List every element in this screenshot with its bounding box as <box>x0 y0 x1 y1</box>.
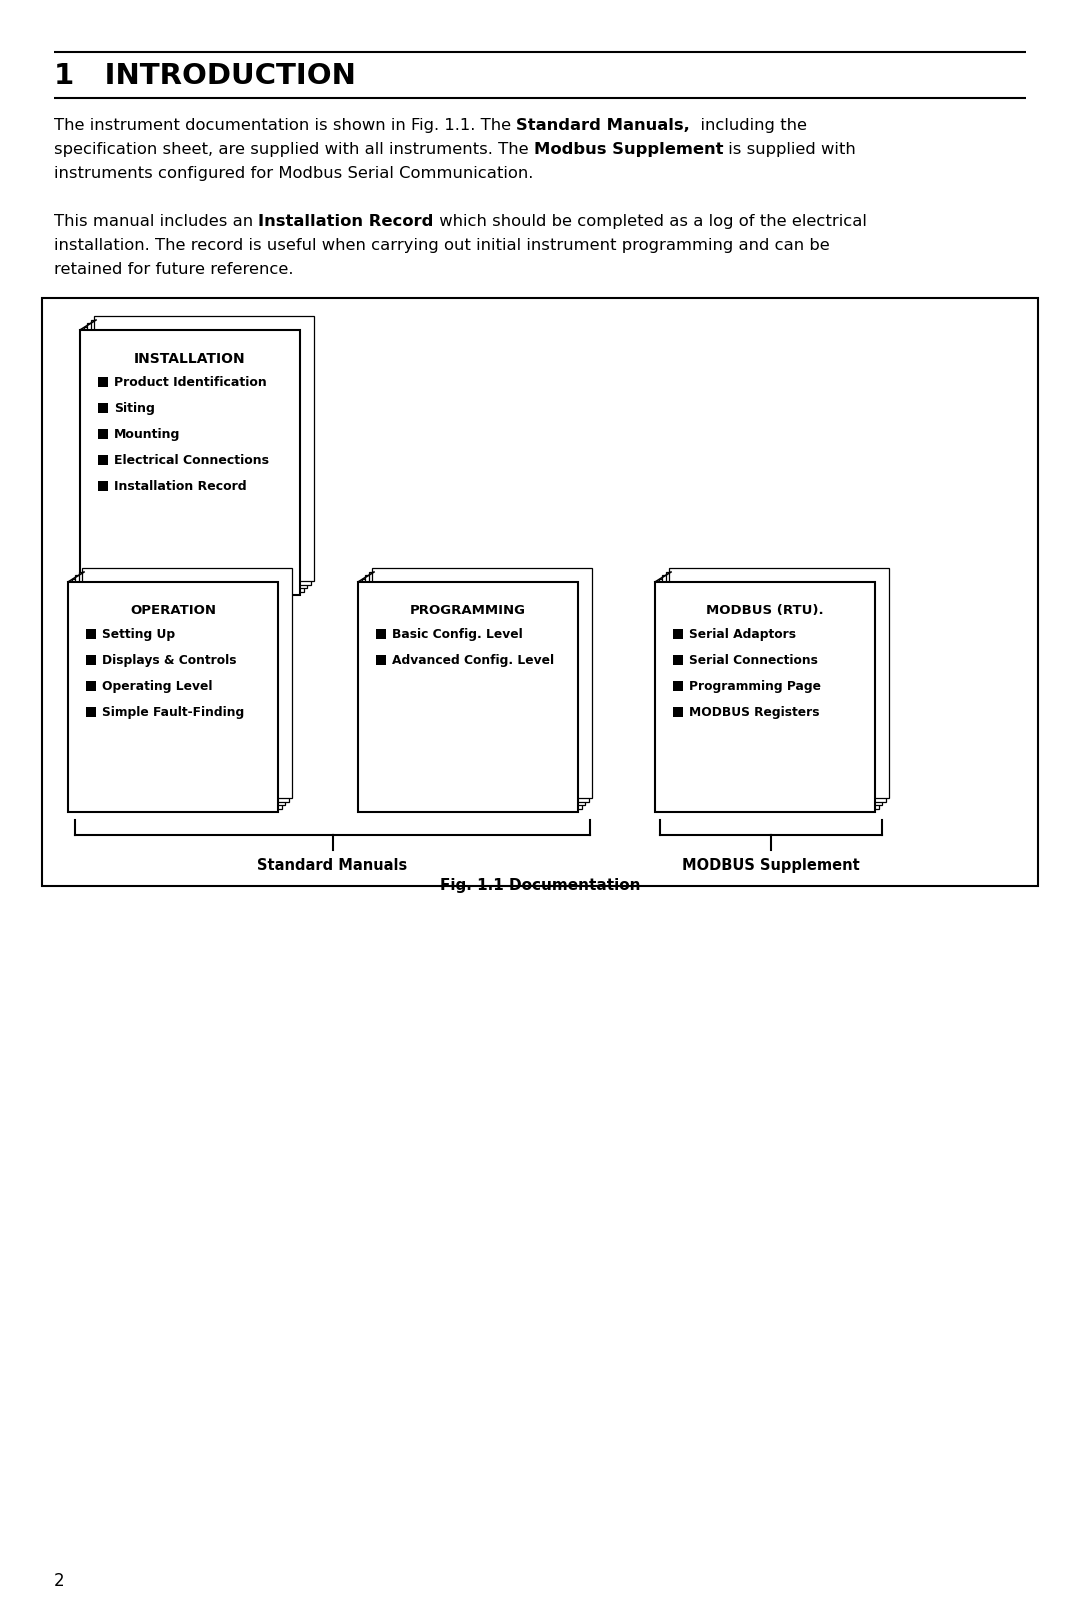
Bar <box>673 707 683 717</box>
Bar <box>82 568 292 798</box>
Text: specification sheet, are supplied with all instruments. The: specification sheet, are supplied with a… <box>54 142 534 157</box>
Text: Mounting: Mounting <box>114 427 180 440</box>
Text: MODBUS (RTU).: MODBUS (RTU). <box>706 604 824 616</box>
Bar <box>673 681 683 691</box>
Bar <box>659 579 878 809</box>
Text: Programming Page: Programming Page <box>689 680 821 693</box>
Text: installation. The record is useful when carrying out initial instrument programm: installation. The record is useful when … <box>54 238 829 252</box>
Bar <box>98 403 108 413</box>
Text: Simple Fault-Finding: Simple Fault-Finding <box>102 705 244 718</box>
Text: Advanced Config. Level: Advanced Config. Level <box>392 654 554 667</box>
Text: Standard Manuals,: Standard Manuals, <box>516 118 690 133</box>
Bar <box>86 629 96 639</box>
Bar <box>368 571 589 801</box>
Text: The instrument documentation is shown in Fig. 1.1. The: The instrument documentation is shown in… <box>54 118 516 133</box>
Text: Standard Manuals: Standard Manuals <box>257 858 407 874</box>
Bar <box>86 655 96 665</box>
Bar <box>365 574 585 806</box>
Bar <box>86 707 96 717</box>
Text: which should be completed as a log of the electrical: which should be completed as a log of th… <box>434 214 866 230</box>
Text: Electrical Connections: Electrical Connections <box>114 453 269 466</box>
Text: MODBUS Supplement: MODBUS Supplement <box>683 858 860 874</box>
Bar <box>362 579 581 809</box>
Text: INSTALLATION: INSTALLATION <box>134 353 246 366</box>
Text: Fig. 1.1 Documentation: Fig. 1.1 Documentation <box>440 879 640 893</box>
Text: 2: 2 <box>54 1573 65 1590</box>
Bar <box>98 377 108 387</box>
Text: 1   INTRODUCTION: 1 INTRODUCTION <box>54 61 356 91</box>
Text: OPERATION: OPERATION <box>130 604 216 616</box>
Text: Displays & Controls: Displays & Controls <box>102 654 237 667</box>
Bar <box>83 327 303 592</box>
Bar <box>669 568 889 798</box>
Text: including the: including the <box>690 118 807 133</box>
Bar <box>673 655 683 665</box>
Text: Product Identification: Product Identification <box>114 375 267 388</box>
Text: Operating Level: Operating Level <box>102 680 213 693</box>
Bar <box>372 568 592 798</box>
Text: Siting: Siting <box>114 401 154 414</box>
Text: Serial Adaptors: Serial Adaptors <box>689 628 796 641</box>
Bar <box>665 571 886 801</box>
Text: Basic Config. Level: Basic Config. Level <box>392 628 523 641</box>
Bar <box>376 655 386 665</box>
Text: Installation Record: Installation Record <box>258 214 434 230</box>
Bar <box>662 574 882 806</box>
Bar <box>673 629 683 639</box>
Bar <box>94 316 314 581</box>
Bar <box>91 319 311 584</box>
Text: retained for future reference.: retained for future reference. <box>54 262 294 277</box>
Bar <box>87 324 307 587</box>
Text: This manual includes an: This manual includes an <box>54 214 258 230</box>
Bar <box>357 582 578 812</box>
Bar <box>98 429 108 438</box>
Text: Installation Record: Installation Record <box>114 479 246 492</box>
Text: MODBUS Registers: MODBUS Registers <box>689 705 820 718</box>
Bar <box>654 582 875 812</box>
Bar <box>80 330 300 595</box>
Bar <box>98 455 108 464</box>
Bar <box>376 629 386 639</box>
Bar <box>98 481 108 490</box>
Bar <box>68 582 278 812</box>
Bar <box>75 574 285 806</box>
Text: PROGRAMMING: PROGRAMMING <box>410 604 526 616</box>
Text: instruments configured for Modbus Serial Communication.: instruments configured for Modbus Serial… <box>54 167 534 181</box>
Bar <box>42 298 1038 887</box>
Text: is supplied with: is supplied with <box>724 142 856 157</box>
Bar <box>79 571 288 801</box>
Bar <box>71 579 282 809</box>
Text: Serial Connections: Serial Connections <box>689 654 818 667</box>
Bar <box>86 681 96 691</box>
Text: Setting Up: Setting Up <box>102 628 175 641</box>
Text: Modbus Supplement: Modbus Supplement <box>534 142 724 157</box>
